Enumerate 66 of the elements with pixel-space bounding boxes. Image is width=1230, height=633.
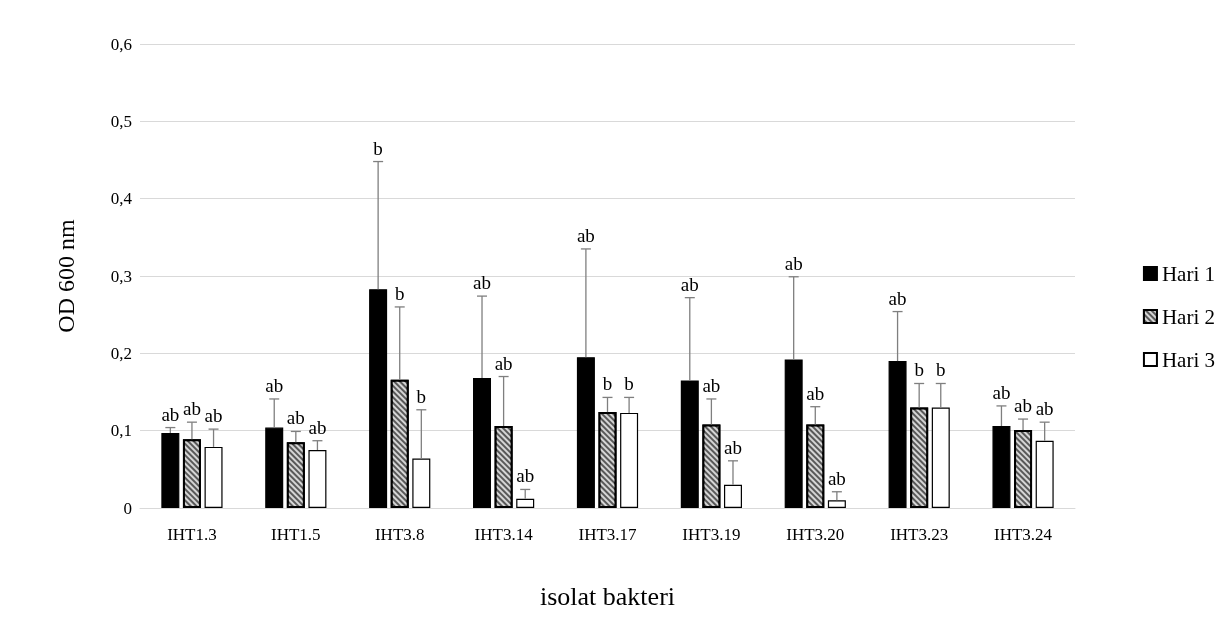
x-tick-label: IHT3.17 [578, 525, 638, 544]
x-axis-title: isolat bakteri [539, 581, 676, 611]
legend-label: Hari 1 [1161, 261, 1216, 286]
annotation: ab [702, 374, 721, 396]
bar [516, 498, 535, 508]
bar [265, 427, 284, 508]
bar [888, 361, 907, 508]
bar [827, 500, 846, 508]
annotation: b [624, 373, 634, 395]
x-tick-label: IHT3.24 [994, 525, 1053, 544]
annotation: ab [888, 287, 907, 309]
annotation: ab [494, 352, 513, 374]
y-tick-label: 0,4 [110, 189, 133, 209]
bar [412, 458, 431, 508]
annotation: b [416, 385, 427, 407]
legend-label: Hari 2 [1161, 304, 1216, 329]
annotation: ab [161, 403, 180, 425]
annotation: b [394, 282, 405, 304]
annotation: ab [308, 416, 327, 438]
annotation: b [936, 359, 946, 381]
x-tick-label: IHT1.5 [271, 525, 321, 544]
annotation: ab [286, 407, 305, 429]
annotation: ab [576, 224, 595, 246]
x-tick-label: IHT3.20 [786, 525, 845, 544]
x-tick-label: IHT3.23 [890, 525, 949, 544]
annotation: ab [992, 381, 1011, 403]
x-tick-label: IHT3.19 [682, 525, 741, 544]
x-tick-label: IHT1.3 [167, 525, 217, 544]
bar [308, 450, 327, 508]
bar [931, 407, 950, 508]
bar [680, 380, 699, 508]
x-tick-label: IHT3.14 [474, 525, 534, 544]
annotation: ab [182, 398, 201, 420]
bar [1035, 440, 1054, 508]
bar [784, 359, 803, 508]
bar [369, 289, 388, 508]
y-tick-label: 0 [123, 498, 132, 518]
y-tick-label: 0,5 [110, 111, 132, 131]
annotation: ab [680, 273, 699, 295]
bar [204, 446, 223, 508]
annotation: ab [724, 436, 742, 458]
annotation: ab [204, 405, 223, 427]
annotation: b [373, 137, 383, 159]
annotation: ab [806, 382, 825, 404]
bar [161, 432, 180, 508]
legend-label: Hari 3 [1161, 347, 1216, 372]
bar [992, 426, 1011, 508]
bar [473, 378, 492, 508]
y-tick-label: 0,6 [110, 34, 132, 54]
annotation: ab [1035, 398, 1054, 420]
annotation: ab [827, 467, 846, 489]
y-tick-label: 0,3 [110, 266, 132, 286]
annotation: b [602, 373, 613, 395]
annotation: ab [265, 374, 284, 396]
y-tick-label: 0,1 [110, 421, 132, 441]
bar [576, 357, 595, 508]
annotation: ab [473, 272, 491, 294]
y-tick-label: 0,2 [110, 343, 132, 363]
annotation: ab [784, 252, 803, 274]
annotation: b [914, 359, 924, 381]
annotation: ab [1014, 395, 1033, 417]
y-axis-title: OD 600 nm [53, 219, 79, 333]
bar [723, 484, 742, 508]
bar [620, 412, 639, 508]
annotation: ab [516, 465, 535, 487]
x-tick-label: IHT3.8 [374, 525, 425, 544]
